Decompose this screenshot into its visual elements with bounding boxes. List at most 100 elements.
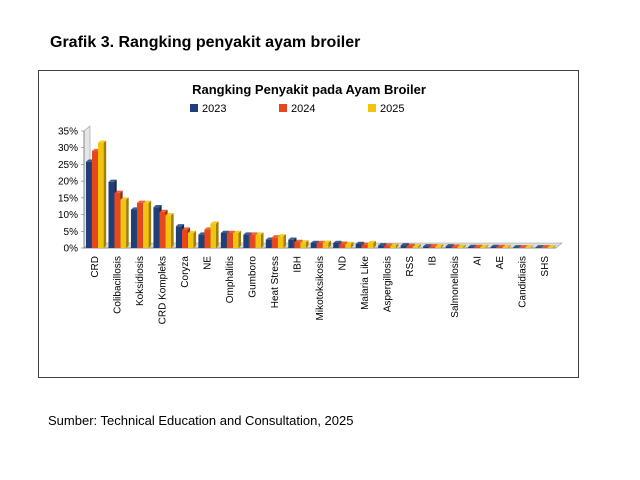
bar-2023-AI (468, 246, 474, 248)
bar-2023-CRD (86, 161, 92, 248)
bar-top (457, 244, 466, 247)
bar-top (429, 244, 438, 247)
bar-2024-Malaria Like (361, 244, 368, 248)
bar-side (148, 200, 152, 248)
bar-2024-Coryza (181, 229, 188, 248)
bar-2024-CRD (92, 151, 98, 248)
bar-side (440, 244, 444, 248)
bar-top (153, 205, 162, 208)
bar-side (260, 232, 264, 248)
bar-top (322, 240, 331, 243)
bar-top (541, 245, 550, 248)
x-category-label: SHS (540, 256, 551, 277)
bar-top (288, 237, 297, 240)
bar-2024-Aspergillosis (384, 245, 390, 248)
bar-top (423, 244, 432, 247)
x-category-label: Gumboro (248, 256, 259, 298)
bar-2024-RSS (406, 245, 413, 248)
bar-side (215, 221, 219, 248)
bar-2025-Coryza (187, 232, 194, 248)
bar-top (496, 244, 505, 247)
x-category-label: Colibacillosis (113, 256, 124, 314)
bar-2024-SHS (541, 247, 548, 248)
x-category-label: RSS (405, 256, 416, 277)
x-category-label: Koksidiosis (135, 256, 146, 306)
bar-side (328, 240, 331, 248)
bar-top (345, 241, 354, 244)
bar-side (418, 244, 421, 248)
bar-side (305, 240, 309, 248)
bar-top (243, 232, 252, 235)
x-category-label: ND (337, 256, 348, 270)
bar-side (193, 230, 197, 248)
bar-2024-CRD Kompleks (159, 211, 166, 248)
bar-2024-ND (339, 243, 345, 248)
bar-2024-NE (204, 229, 210, 248)
bar-2025-SHS (547, 247, 554, 248)
bar-2023-SHS (535, 247, 542, 248)
bar-2023-Malaria Like (355, 243, 362, 248)
bar-2025-Colibacillosis (120, 199, 127, 248)
bar-top (468, 244, 477, 247)
x-category-label: Coryza (180, 256, 191, 288)
bar-2024-Omphalitis (226, 232, 233, 248)
bar-2023-Candidiasis (513, 247, 519, 248)
bar-2025-Candidiasis (525, 247, 531, 248)
bar-2024-Candidiasis (519, 247, 525, 248)
bar-top (187, 230, 197, 233)
bar-top (525, 245, 534, 248)
bar-top (316, 240, 325, 243)
bar-top (451, 244, 460, 247)
bar-top (98, 140, 107, 143)
bar-2025-Gumboro (255, 234, 261, 248)
x-category-label: CRD (90, 256, 101, 278)
bar-top (378, 243, 387, 246)
bar-top (384, 243, 393, 246)
source-note: Sumber: Technical Education and Consulta… (48, 413, 354, 428)
bar-2025-AI (480, 246, 486, 248)
x-category-label: Candidiasis (517, 256, 528, 308)
y-tick-label: 0% (64, 244, 79, 255)
bar-side (508, 244, 511, 248)
y-tick-label: 15% (58, 193, 78, 204)
legend-label-2024: 2024 (291, 103, 315, 115)
bar-top (136, 200, 146, 203)
bar-side (395, 243, 399, 248)
bar-2023-IBH (288, 239, 294, 248)
legend-swatch-2023 (190, 104, 198, 112)
figure-caption: Grafik 3. Rangking penyakit ayam broiler (50, 34, 361, 51)
bar-2023-Koksidiosis (130, 209, 137, 248)
bar-2025-CRD (98, 142, 104, 248)
bar-top (277, 234, 287, 237)
bar-2024-Mikotoksikosis (316, 242, 323, 248)
bar-top (339, 241, 348, 244)
bar-2023-Aspergillosis (378, 245, 384, 248)
bar-top (400, 243, 409, 246)
bar-top (535, 245, 544, 248)
bar-top (159, 209, 168, 212)
x-category-label: Heat Stress (270, 256, 281, 308)
x-category-label: Salmonellosis (450, 256, 461, 318)
bar-top (249, 232, 258, 235)
x-category-label: AI (472, 256, 483, 265)
bar-top (502, 244, 511, 247)
bar-top (114, 190, 123, 193)
bar-top (220, 230, 230, 233)
bar-top (474, 244, 483, 247)
bar-2025-CRD Kompleks (165, 215, 172, 248)
x-category-label: Mikotoksikosis (315, 256, 326, 320)
bar-2024-Heat Stress (271, 237, 278, 248)
bar-top (142, 200, 152, 203)
bar-2025-Mikotoksikosis (322, 242, 329, 248)
y-tick-label: 20% (58, 177, 78, 188)
bar-top (120, 197, 129, 200)
bar-top (255, 232, 264, 235)
bar-top (175, 224, 185, 227)
bar-2023-AE (490, 246, 497, 248)
bar-2024-Gumboro (249, 234, 255, 248)
bar-top (390, 243, 399, 246)
bar-side (171, 213, 174, 248)
bar-2024-Salmonellosis (451, 246, 458, 248)
bar-side (485, 244, 489, 248)
legend-swatch-2025 (368, 104, 376, 112)
